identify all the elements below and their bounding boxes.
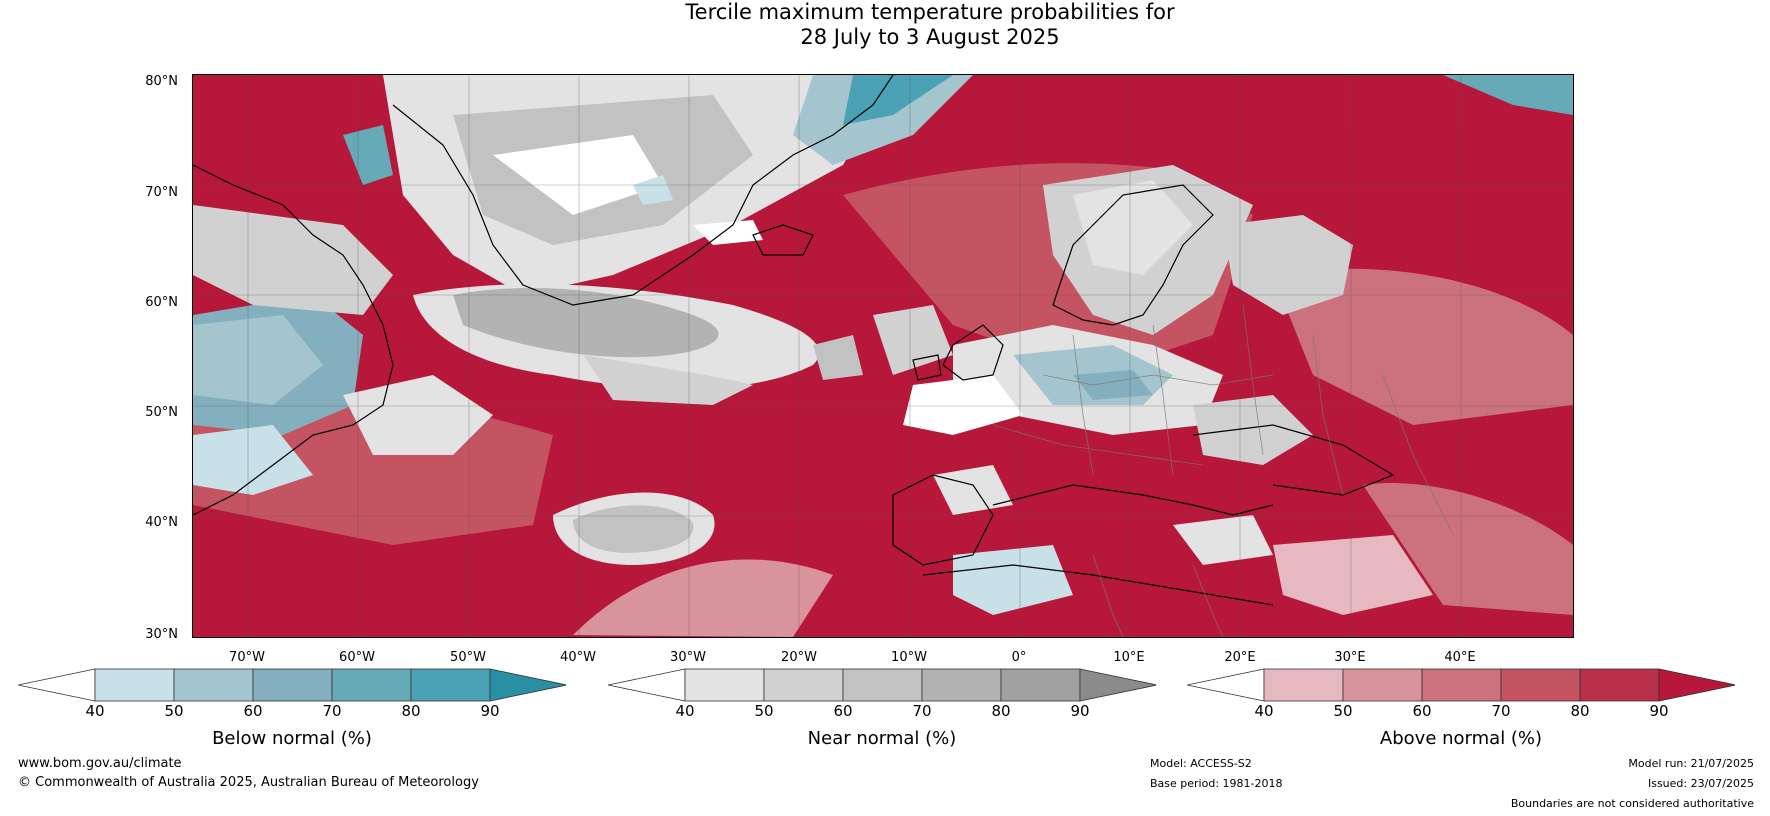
colorbar-segment xyxy=(331,668,412,702)
lon-label-50w: 50°W xyxy=(450,650,486,665)
lon-label-20e: 20°E xyxy=(1224,650,1256,665)
colorbar-extend-low xyxy=(1186,668,1265,702)
colorbar-extend-high xyxy=(1079,668,1158,702)
near-tick-50: 50 xyxy=(754,702,774,720)
below-tick-40: 40 xyxy=(85,702,105,720)
colorbar-segment xyxy=(921,668,1002,702)
title-line-2: 28 July to 3 August 2025 xyxy=(800,25,1060,49)
colorbar-segment xyxy=(173,668,254,702)
above-tick-60: 60 xyxy=(1412,702,1432,720)
lat-label-50: 50°N xyxy=(145,405,178,420)
near-tick-70: 70 xyxy=(912,702,932,720)
footer-model: Model: ACCESS-S2 xyxy=(1150,757,1252,770)
colorbar-near-svg xyxy=(607,668,1158,702)
footer-copyright: © Commonwealth of Australia 2025, Austra… xyxy=(18,775,479,790)
lon-label-10w: 10°W xyxy=(891,650,927,665)
below-tick-70: 70 xyxy=(322,702,342,720)
lon-label-40e: 40°E xyxy=(1444,650,1476,665)
lat-label-30: 30°N xyxy=(145,627,178,642)
below-normal-title: Below normal (%) xyxy=(212,728,372,749)
colorbar-segment xyxy=(684,668,765,702)
lat-label-40: 40°N xyxy=(145,515,178,530)
near-tick-40: 40 xyxy=(675,702,695,720)
colorbar-segment xyxy=(763,668,844,702)
above-normal-title: Above normal (%) xyxy=(1379,728,1543,749)
map-canvas xyxy=(193,75,1573,637)
footer-website: www.bom.gov.au/climate xyxy=(18,756,182,771)
colorbar-extend-low xyxy=(607,668,686,702)
colorbar-segment xyxy=(1579,668,1660,702)
lon-label-10e: 10°E xyxy=(1113,650,1145,665)
lat-label-70: 70°N xyxy=(145,185,178,200)
above-tick-90: 90 xyxy=(1649,702,1669,720)
colorbar-segment xyxy=(410,668,491,702)
colorbar-extend-low xyxy=(17,668,96,702)
colorbar-segment xyxy=(1421,668,1502,702)
below-tick-90: 90 xyxy=(480,702,500,720)
colorbar-segment xyxy=(1342,668,1423,702)
lon-label-0: 0° xyxy=(1011,650,1027,665)
colorbar-near-normal: 40 50 60 70 80 90 Near normal (%) xyxy=(607,668,1158,749)
colorbar-above-normal: 40 50 60 70 80 90 Above normal (%) xyxy=(1186,668,1737,749)
above-tick-40: 40 xyxy=(1254,702,1274,720)
probability-map xyxy=(192,74,1574,638)
below-tick-80: 80 xyxy=(401,702,421,720)
lon-label-70w: 70°W xyxy=(229,650,265,665)
colorbar-below-svg xyxy=(17,668,568,702)
above-tick-50: 50 xyxy=(1333,702,1353,720)
colorbar-segment xyxy=(842,668,923,702)
footer-base-period: Base period: 1981-2018 xyxy=(1150,777,1283,790)
footer-issued: Issued: 23/07/2025 xyxy=(1647,777,1754,790)
colorbar-segment xyxy=(1263,668,1344,702)
lon-label-60w: 60°W xyxy=(339,650,375,665)
colorbar-segment xyxy=(252,668,333,702)
colorbar-extend-high xyxy=(489,668,568,702)
colorbar-above-svg xyxy=(1186,668,1737,702)
footer-disclaimer: Boundaries are not considered authoritat… xyxy=(1510,797,1754,810)
near-tick-60: 60 xyxy=(833,702,853,720)
near-tick-90: 90 xyxy=(1070,702,1090,720)
lon-label-30e: 30°E xyxy=(1334,650,1366,665)
colorbar-segment xyxy=(1000,668,1081,702)
lat-label-80: 80°N xyxy=(145,74,178,89)
colorbar-segment xyxy=(1500,668,1581,702)
footer-model-run: Model run: 21/07/2025 xyxy=(1628,757,1754,770)
colorbar-below-normal: 40 50 60 70 80 90 Below normal (%) xyxy=(17,668,568,749)
above-tick-80: 80 xyxy=(1570,702,1590,720)
chart-title: Tercile maximum temperature probabilitie… xyxy=(0,0,1770,50)
lon-label-20w: 20°W xyxy=(781,650,817,665)
below-tick-60: 60 xyxy=(243,702,263,720)
above-tick-70: 70 xyxy=(1491,702,1511,720)
lon-label-30w: 30°W xyxy=(670,650,706,665)
lat-label-60: 60°N xyxy=(145,295,178,310)
title-line-1: Tercile maximum temperature probabilitie… xyxy=(685,0,1175,24)
near-normal-title: Near normal (%) xyxy=(807,728,957,749)
near-tick-80: 80 xyxy=(991,702,1011,720)
lon-label-40w: 40°W xyxy=(560,650,596,665)
below-tick-50: 50 xyxy=(164,702,184,720)
colorbar-extend-high xyxy=(1658,668,1737,702)
colorbar-segment xyxy=(94,668,175,702)
